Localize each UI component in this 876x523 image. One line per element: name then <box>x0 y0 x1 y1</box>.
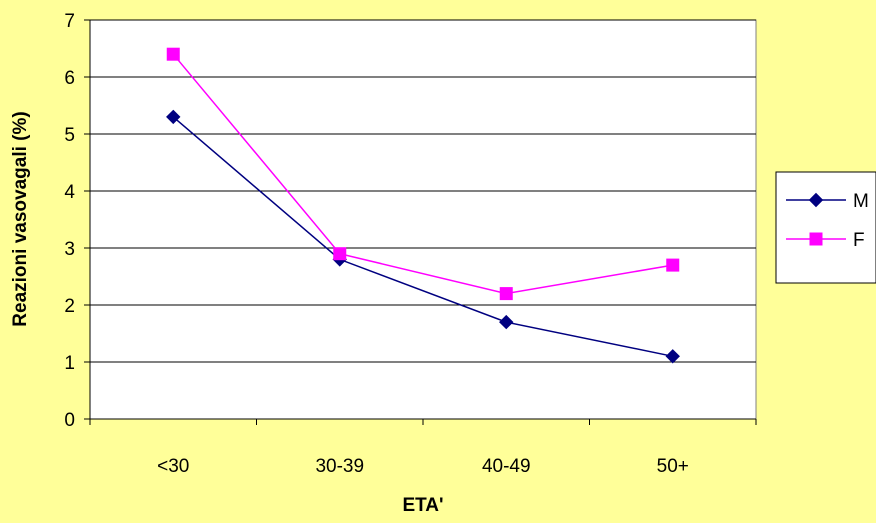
series-F <box>166 47 680 301</box>
y-tick-label: 6 <box>64 68 75 89</box>
x-axis-title: ETA' <box>402 495 443 516</box>
legend-marker <box>808 192 824 208</box>
series-line <box>172 53 673 295</box>
data-point <box>499 287 513 301</box>
y-tick-label: 0 <box>64 410 75 431</box>
y-tick-label: 3 <box>64 239 75 260</box>
series-line <box>172 116 673 358</box>
legend-item: F <box>786 230 865 251</box>
y-tick-label: 7 <box>64 11 75 32</box>
data-point <box>665 349 680 364</box>
y-tick-label: 1 <box>64 353 75 374</box>
legend-label: M <box>853 191 869 212</box>
x-tick-label: 40-49 <box>482 456 531 477</box>
y-axis-title: Reazioni vasovagali (%) <box>10 111 31 326</box>
legend-marker <box>809 232 823 246</box>
plot-area <box>89 19 757 420</box>
x-tick-label: 30-39 <box>315 456 364 477</box>
y-tick-label: 2 <box>64 296 75 317</box>
y-tick-label: 4 <box>64 182 75 203</box>
gridlines <box>90 19 756 363</box>
series-layer <box>166 47 680 364</box>
legend-label: F <box>853 230 865 251</box>
x-tick-label: 50+ <box>657 456 689 477</box>
data-point <box>499 314 514 330</box>
axes: 0 1 2 3 4 5 6 7 <30 30-39 40-49 50+ <box>64 11 757 477</box>
legend: MF <box>775 171 876 284</box>
series-M <box>166 109 680 364</box>
x-tick-label: <30 <box>157 456 189 477</box>
data-point <box>166 47 180 61</box>
legend-item: M <box>786 191 869 212</box>
data-point <box>166 109 181 125</box>
data-point <box>666 258 680 272</box>
y-tick-label: 5 <box>64 125 75 146</box>
data-point <box>333 247 347 261</box>
legend-box <box>775 171 876 284</box>
